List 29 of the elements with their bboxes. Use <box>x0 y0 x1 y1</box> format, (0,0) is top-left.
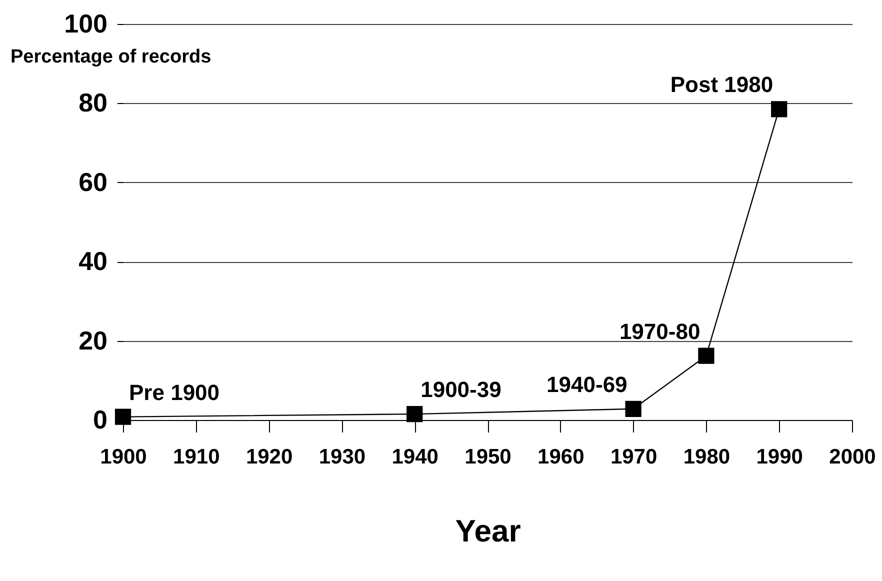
x-tick-label: 1920 <box>246 446 293 468</box>
annotation: 1970-80 <box>619 318 700 344</box>
point <box>771 101 788 118</box>
y-tick-label: 100 <box>64 8 108 38</box>
x-tick-label: 1990 <box>756 446 803 468</box>
annotation: Post 1980 <box>670 72 774 98</box>
y-axis-title: Percentage of records <box>10 46 212 68</box>
x-tick-label: 2000 <box>829 446 876 468</box>
x-tick-label: 1930 <box>318 446 366 468</box>
y-tick-label: 60 <box>78 166 108 197</box>
point <box>114 408 132 425</box>
annotation: 1900-39 <box>420 377 502 402</box>
y-tick-label: 20 <box>78 325 108 356</box>
x-tick-label: 1940 <box>392 446 438 468</box>
x-tick-label: 1960 <box>538 446 584 468</box>
x-axis-title: Year <box>455 514 521 548</box>
x-tick-label: 1970 <box>610 446 658 468</box>
x-tick-label: 1980 <box>683 446 730 468</box>
point <box>698 348 714 364</box>
point <box>406 406 423 422</box>
y-tick-label: 40 <box>78 246 108 276</box>
y-tick-label: 80 <box>78 88 108 118</box>
annotation: Pre 1900 <box>129 380 220 405</box>
x-tick-label: 1910 <box>173 446 220 468</box>
y-tick-label: 0 <box>93 404 108 434</box>
x-tick-label: 1950 <box>464 446 512 468</box>
point <box>625 400 642 417</box>
x-tick-label: 1900 <box>100 446 147 468</box>
annotation: 1940-69 <box>546 372 628 397</box>
